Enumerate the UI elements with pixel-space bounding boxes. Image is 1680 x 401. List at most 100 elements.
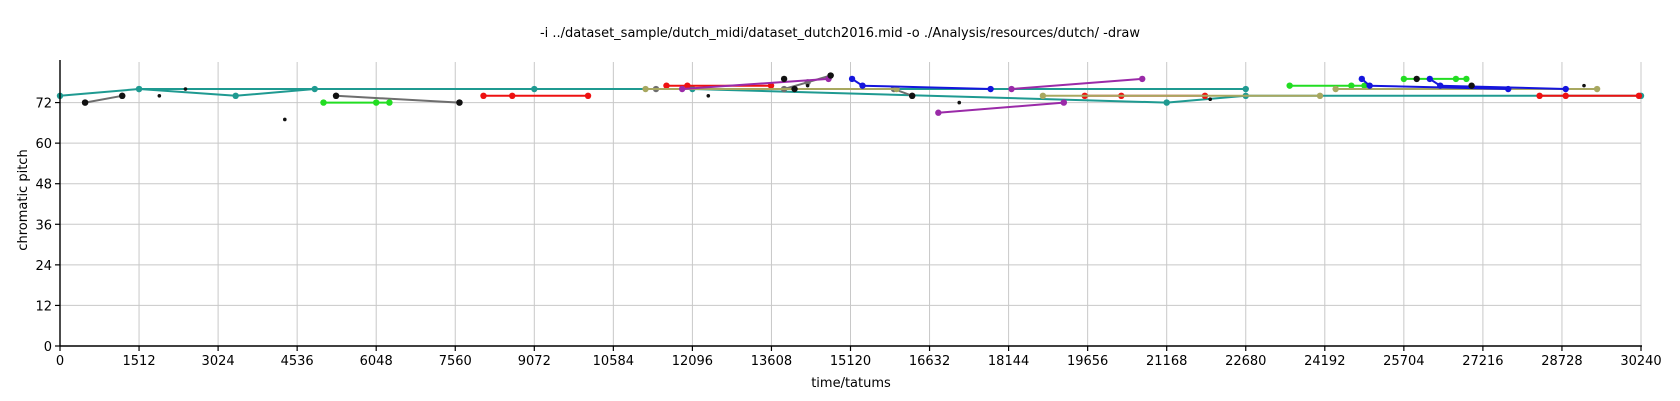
x-tick-label-8: 12096 — [672, 354, 713, 369]
series-0-point-2 — [232, 92, 239, 100]
series-21-point-0 — [1426, 75, 1433, 83]
x-tick-label-5: 7560 — [439, 354, 472, 369]
x-tick-label-6: 9072 — [518, 354, 551, 369]
x-tick-label-14: 21168 — [1146, 354, 1187, 369]
series-1-point-0 — [135, 85, 143, 93]
series-16-point-0 — [678, 85, 686, 93]
axes: 0 1512 3024 4536 6048 7560 9072 10584 12096 13608… — [35, 60, 1662, 369]
series-8-point-1 — [1452, 75, 1460, 83]
series-8-point-2 — [1463, 75, 1470, 83]
x-tick-label-1: 1512 — [123, 354, 156, 369]
y-tick-label-6: 72 — [35, 97, 52, 112]
x-tick-label-10: 15120 — [830, 354, 871, 369]
x-tick-label-4: 6048 — [360, 354, 393, 369]
series-7-point-2 — [1361, 82, 1368, 89]
series-19-point-1 — [859, 82, 866, 89]
series-12-point-2 — [1635, 92, 1643, 100]
x-tick-label-19: 28728 — [1541, 354, 1582, 369]
marker-point-6 — [456, 99, 463, 106]
marker-point-4 — [283, 117, 287, 122]
marker-point-11 — [827, 72, 834, 79]
series-20-point-1 — [1366, 82, 1373, 89]
x-tick-label-12: 18144 — [988, 354, 1029, 369]
grid — [59, 62, 1642, 347]
series-7-point-0 — [1286, 82, 1293, 89]
series-18-point-1 — [1139, 75, 1146, 83]
series-14-point-1 — [1316, 92, 1324, 100]
y-tick-label-0: 0 — [44, 340, 52, 355]
series-14-point-0 — [1039, 92, 1047, 100]
series-20-point-0 — [1358, 75, 1366, 83]
series-17-point-1 — [1060, 99, 1068, 106]
marker-point-17 — [1582, 83, 1586, 88]
x-tick-label-17: 25704 — [1383, 354, 1424, 369]
series-10-point-2 — [767, 82, 775, 89]
series-6-point-2 — [386, 99, 393, 106]
series-13-point-0 — [642, 85, 649, 93]
series-line-17 — [938, 101, 1064, 114]
series-8-point-0 — [1400, 75, 1408, 83]
x-tick-label-11: 16632 — [909, 354, 950, 369]
marker-point-1 — [119, 92, 126, 100]
x-tick-label-3: 4536 — [281, 354, 314, 369]
x-axis-label: time/tatums — [811, 376, 891, 391]
series-21-point-1 — [1437, 82, 1444, 89]
series-line-3 — [335, 94, 460, 104]
series-9-point-0 — [480, 92, 487, 100]
series-15-point-0 — [1332, 85, 1339, 93]
marker-point-0 — [81, 99, 89, 106]
marker-point-7 — [706, 94, 711, 98]
y-tick-label-2: 24 — [35, 259, 52, 274]
series-19-point-2 — [987, 85, 994, 93]
series-9-point-2 — [584, 92, 592, 100]
series-7-point-1 — [1348, 82, 1355, 89]
series-18-point-0 — [1008, 85, 1015, 93]
series-12-point-0 — [1536, 92, 1543, 100]
series-6-point-1 — [373, 99, 380, 106]
series-12-point-1 — [1562, 92, 1569, 100]
marker-point-10 — [805, 83, 810, 88]
series-19-point-0 — [848, 75, 856, 83]
marker-point-5 — [332, 92, 340, 100]
series-layer — [56, 72, 1645, 116]
series-0-point-6 — [1163, 99, 1170, 106]
series-1-point-1 — [1242, 85, 1249, 93]
series-15-point-1 — [1593, 85, 1601, 93]
marker-point-14 — [1208, 97, 1212, 101]
marker-point-12 — [908, 92, 916, 100]
x-tick-label-2: 3024 — [202, 354, 235, 369]
series-line-19 — [851, 78, 991, 90]
series-line-2 — [84, 94, 123, 104]
marker-point-8 — [780, 75, 788, 83]
x-tick-label-15: 22680 — [1225, 354, 1266, 369]
series-6-point-0 — [320, 99, 327, 106]
series-21-point-2 — [1562, 85, 1569, 93]
x-tick-label-9: 13608 — [751, 354, 792, 369]
x-tick-label-7: 10584 — [593, 354, 634, 369]
x-tick-label-20: 30240 — [1620, 354, 1661, 369]
series-10-point-0 — [663, 82, 670, 89]
y-axis-label: chromatic pitch — [16, 149, 31, 250]
marker-point-9 — [791, 85, 798, 93]
series-10-point-1 — [684, 82, 691, 89]
marker-point-16 — [1468, 82, 1475, 89]
marker-point-15 — [1413, 75, 1420, 83]
x-tick-label-16: 24192 — [1304, 354, 1345, 369]
y-tick-label-5: 60 — [35, 137, 52, 152]
y-tick-label-1: 12 — [35, 299, 52, 314]
marker-layer — [81, 72, 1586, 122]
y-tick-label-3: 36 — [35, 218, 52, 233]
marker-point-13 — [957, 100, 962, 105]
x-tick-label-18: 27216 — [1462, 354, 1503, 369]
series-line-16 — [682, 77, 829, 90]
marker-point-3 — [183, 87, 188, 91]
x-tick-label-13: 19656 — [1067, 354, 1108, 369]
series-17-point-0 — [935, 109, 942, 116]
y-tick-label-4: 48 — [35, 178, 52, 193]
series-line-18 — [1011, 77, 1143, 90]
x-tick-label-0: 0 — [56, 354, 64, 369]
chart-title: -i ../dataset_sample/dutch_midi/dataset_… — [540, 26, 1140, 41]
series-9-point-1 — [509, 92, 516, 100]
marker-point-2 — [157, 94, 162, 98]
